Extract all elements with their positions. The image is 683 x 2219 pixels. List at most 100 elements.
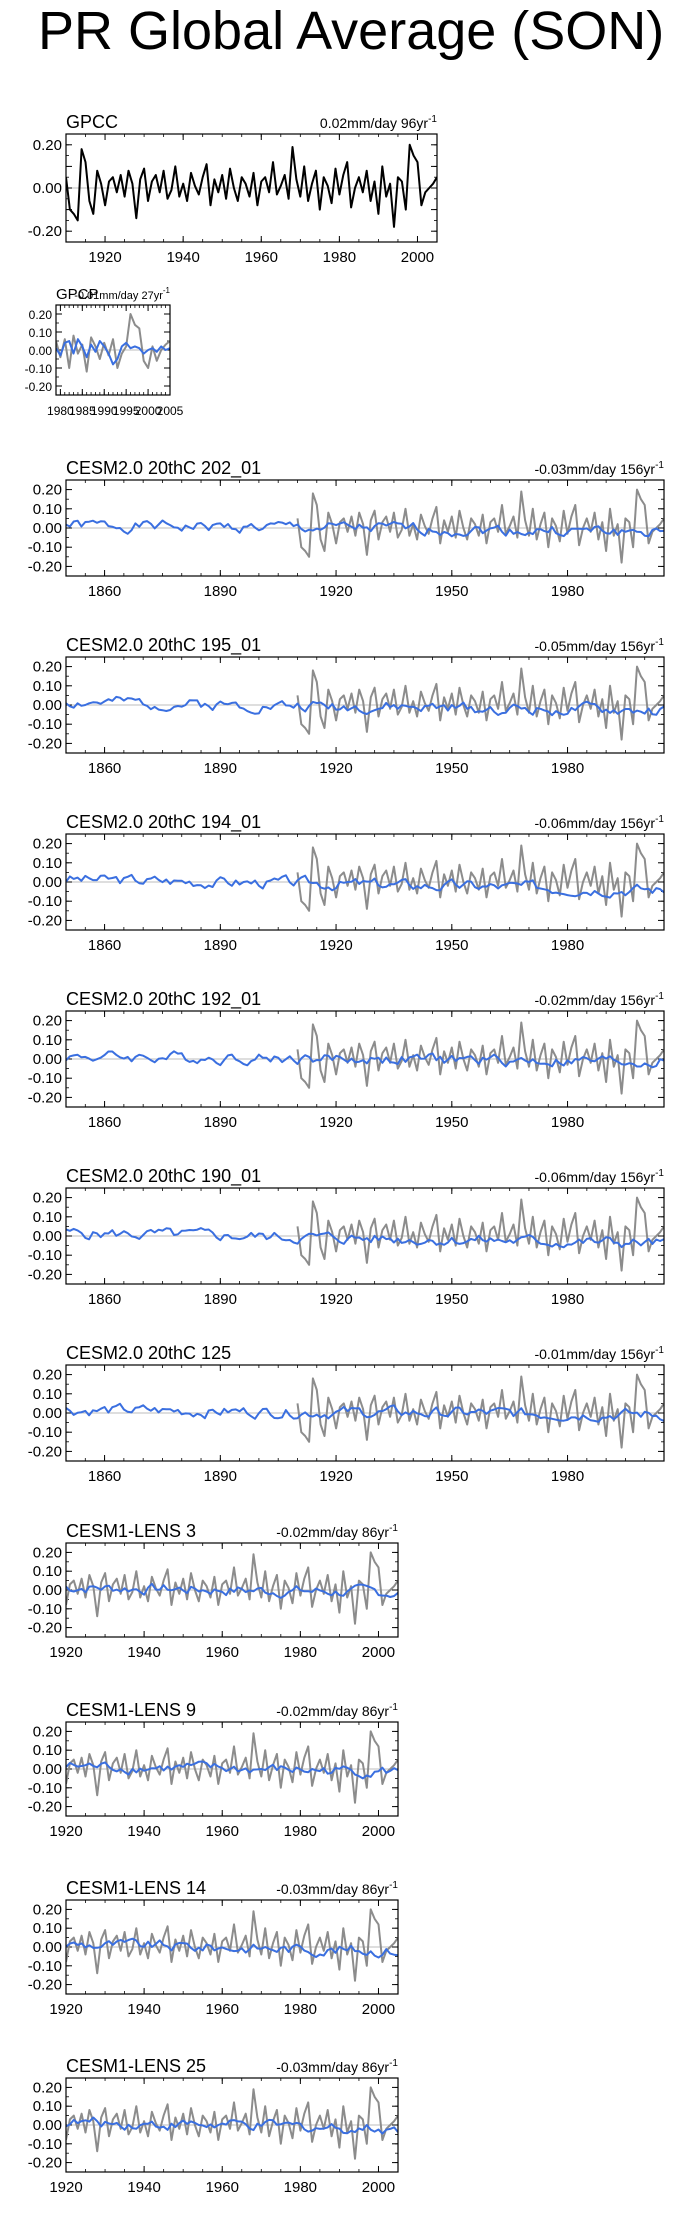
trend-exponent: -1: [389, 1523, 398, 1534]
y-tick-label: 0.20: [33, 836, 62, 853]
y-tick-label: -0.20: [28, 912, 62, 929]
series-line-model: [56, 338, 170, 366]
chart-panel-1: GPCP-0.01mm/day 27yr-1 -0.20 -0.10 0.00 0.10…: [25, 286, 184, 418]
y-tick-label: 0.00: [33, 1582, 62, 1599]
y-tick-label: 0.10: [33, 1209, 62, 1226]
series-line-model: [66, 1050, 664, 1069]
trend-label: -0.01mm/day 27yr-1: [74, 286, 170, 302]
trend-exponent: -1: [389, 1702, 398, 1713]
x-tick-label: 1960: [206, 2179, 239, 2196]
trend-label: -0.06mm/day 156yr-1: [534, 814, 664, 831]
plot-frame: [65, 1010, 665, 1108]
chart-panel-0: GPCC 0.02mm/day 96yr-1 -0.20 0.00 0.20 1920 19…: [28, 112, 438, 266]
chart-panel-10: CESM1-LENS 14 -0.03mm/day 86yr-1 -0.20 -0.1…: [28, 1878, 399, 2018]
x-tick-label: 1920: [49, 2179, 82, 2196]
y-tick-label: -0.20: [28, 735, 62, 752]
series-line-model: [66, 2116, 398, 2135]
y-tick-label: 0.20: [33, 137, 62, 154]
y-tick-label: -0.20: [28, 1266, 62, 1283]
x-tick-label: 1980: [284, 1644, 317, 1661]
trend-label: -0.01mm/day 156yr-1: [534, 1345, 664, 1362]
trend-exponent: -1: [389, 1880, 398, 1891]
y-tick-label: 0.20: [33, 1190, 62, 1207]
y-tick-label: -0.20: [25, 380, 53, 394]
y-tick-label: 0.00: [33, 520, 62, 537]
y-tick-label: 0.10: [33, 2098, 62, 2115]
y-tick-label: 0.20: [33, 1901, 62, 1918]
y-tick-label: -0.10: [28, 1601, 62, 1618]
x-tick-label: 1860: [88, 1114, 121, 1131]
y-tick-label: -0.10: [28, 539, 62, 556]
x-tick-label: 1920: [319, 760, 352, 777]
x-tick-label: 1920: [88, 249, 121, 266]
chart-panel-5: CESM2.0 20thC 192_01 -0.02mm/day 156yr-1-…: [28, 989, 665, 1131]
y-tick-label: 0.20: [33, 1544, 62, 1561]
x-tick-label: 1920: [319, 1114, 352, 1131]
y-tick-label: -0.20: [28, 1977, 62, 1994]
x-tick-label: 1940: [127, 2001, 160, 2018]
x-tick-label: 1960: [206, 1823, 239, 1840]
series-line-model: [66, 1402, 664, 1423]
x-tick-label: 1860: [88, 1468, 121, 1485]
chart-title: CESM1-LENS 9: [66, 1700, 196, 1720]
plot-frame: [65, 1721, 399, 1817]
series-line-gpcc: [66, 143, 437, 228]
y-tick-label: 0.00: [33, 180, 62, 197]
plot-frame: [65, 1364, 665, 1462]
x-tick-label: 1940: [127, 1823, 160, 1840]
trend-exponent: -1: [655, 991, 664, 1002]
page-title: PR Global Average (SON): [38, 1, 665, 61]
y-tick-label: 0.20: [29, 308, 53, 322]
series-line-obs-reference: [296, 842, 664, 918]
series-line-obs-reference: [296, 488, 664, 564]
x-tick-label: 1860: [88, 1291, 121, 1308]
x-tick-label: 1920: [319, 583, 352, 600]
trend-label: -0.03mm/day 86yr-1: [276, 2058, 398, 2075]
x-tick-label: 1980: [284, 1823, 317, 1840]
y-tick-label: 0.10: [33, 855, 62, 872]
x-tick-label: 2000: [362, 1644, 395, 1661]
trend-label: 0.02mm/day 96yr-1: [320, 114, 438, 131]
y-tick-label: 0.00: [33, 697, 62, 714]
trend-label: -0.03mm/day 156yr-1: [534, 460, 664, 477]
series-line-obs-reference: [296, 665, 664, 741]
chart-title: CESM2.0 20thC 202_01: [66, 458, 261, 479]
y-tick-label: -0.10: [28, 2136, 62, 2153]
x-tick-label: 1950: [435, 1114, 468, 1131]
x-tick-label: 1920: [319, 937, 352, 954]
trend-exponent: -1: [655, 814, 664, 825]
x-tick-label: 1980: [551, 1291, 584, 1308]
x-tick-label: 1890: [204, 760, 237, 777]
y-tick-label: -0.20: [28, 2155, 62, 2172]
y-tick-label: -0.20: [28, 1799, 62, 1816]
x-tick-label: 1950: [435, 937, 468, 954]
y-tick-label: -0.20: [28, 1443, 62, 1460]
y-tick-label: 0.00: [33, 1051, 62, 1068]
y-tick-label: -0.10: [28, 1780, 62, 1797]
x-tick-label: 1940: [166, 249, 199, 266]
y-tick-label: -0.20: [28, 223, 62, 240]
chart-title: CESM1-LENS 14: [66, 1878, 206, 1898]
x-tick-label: 1920: [319, 1468, 352, 1485]
x-tick-label: 1920: [49, 1823, 82, 1840]
x-tick-label: 1920: [319, 1291, 352, 1308]
series-line-obs-reference: [66, 2086, 398, 2160]
plot-frame: [55, 304, 171, 396]
plot-frame: [65, 479, 665, 577]
chart-title: CESM1-LENS 25: [66, 2056, 206, 2076]
x-tick-label: 1980: [551, 937, 584, 954]
y-tick-label: 0.20: [33, 2079, 62, 2096]
x-tick-label: 2000: [401, 249, 434, 266]
y-tick-label: -0.10: [28, 716, 62, 733]
series-line-model: [66, 695, 664, 717]
x-tick-label: 1940: [127, 2179, 160, 2196]
x-tick-label: 1980: [323, 249, 356, 266]
y-tick-label: 0.10: [33, 501, 62, 518]
x-tick-label: 1960: [206, 1644, 239, 1661]
x-tick-label: 1920: [49, 2001, 82, 2018]
series-line-obs-reference: [56, 313, 170, 373]
y-tick-label: 0.10: [33, 678, 62, 695]
x-tick-label: 1980: [284, 2179, 317, 2196]
x-tick-label: 2000: [362, 2001, 395, 2018]
